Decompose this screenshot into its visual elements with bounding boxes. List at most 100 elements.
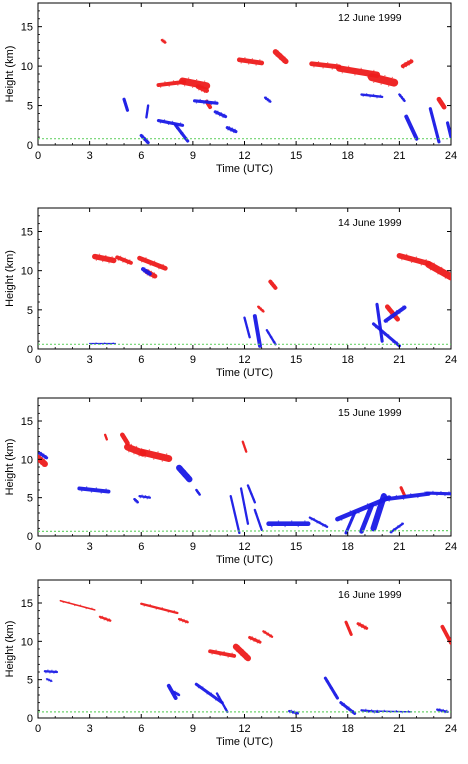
x-tick-label: 15 bbox=[290, 354, 302, 366]
red-speckle bbox=[138, 455, 140, 457]
blue-speckle bbox=[236, 524, 238, 526]
x-tick-label: 3 bbox=[87, 723, 93, 735]
blue-speckle bbox=[95, 342, 97, 344]
red-speckle bbox=[387, 309, 389, 312]
blue-speckle bbox=[375, 505, 377, 507]
blue-echo-6 bbox=[225, 126, 238, 134]
red-speckle bbox=[111, 256, 113, 258]
blue-speckle bbox=[245, 320, 247, 322]
red-speckle bbox=[74, 604, 76, 607]
blue-speckle bbox=[258, 340, 260, 342]
red-speckle bbox=[271, 285, 274, 288]
blue-speckle bbox=[370, 709, 373, 711]
blue-echo-1 bbox=[141, 267, 152, 276]
blue-speckle bbox=[391, 532, 393, 534]
blue-echo-8 bbox=[360, 93, 384, 99]
red-speckle bbox=[223, 651, 225, 653]
red-speckle bbox=[236, 650, 238, 652]
blue-speckle bbox=[196, 491, 198, 493]
red-speckle bbox=[392, 310, 394, 312]
blue-speckle bbox=[123, 101, 125, 103]
red-speckle bbox=[402, 67, 405, 69]
blue-speckle bbox=[310, 519, 312, 521]
blue-speckle bbox=[198, 492, 201, 494]
x-tick-label: 9 bbox=[190, 723, 196, 735]
red-speckle bbox=[148, 449, 151, 451]
blue-speckle bbox=[277, 520, 280, 522]
blue-speckle bbox=[196, 489, 198, 491]
red-speckle bbox=[183, 85, 186, 87]
blue-speckle bbox=[408, 119, 410, 121]
blue-speckle bbox=[136, 502, 138, 504]
red-speckle bbox=[198, 89, 200, 91]
blue-speckle bbox=[402, 100, 404, 102]
red-speckle bbox=[149, 604, 151, 606]
red-speckle bbox=[444, 277, 447, 279]
blue-speckle bbox=[327, 680, 329, 682]
blue-speckle bbox=[144, 495, 147, 497]
red-speckle bbox=[199, 84, 201, 86]
blue-speckle bbox=[448, 491, 450, 493]
y-tick-label: 15 bbox=[21, 22, 33, 34]
red-speckle bbox=[149, 264, 151, 266]
blue-speckle bbox=[437, 710, 439, 712]
blue-speckle bbox=[203, 103, 205, 105]
red-speckle bbox=[360, 67, 362, 69]
blue-echo-6 bbox=[195, 488, 201, 496]
red-speckle bbox=[120, 255, 122, 257]
blue-speckle bbox=[136, 500, 139, 502]
red-speckle bbox=[404, 61, 406, 64]
red-speckle bbox=[365, 625, 367, 627]
blue-speckle bbox=[346, 532, 348, 534]
blue-echo-15 bbox=[359, 503, 375, 534]
red-echo-2 bbox=[98, 615, 112, 622]
blue-speckle bbox=[49, 672, 51, 674]
red-speckle bbox=[347, 628, 349, 630]
red-speckle bbox=[105, 439, 108, 441]
red-echo-6 bbox=[272, 49, 289, 65]
red-speckle bbox=[273, 288, 275, 290]
blue-speckle bbox=[215, 699, 217, 701]
red-speckle bbox=[267, 632, 270, 634]
red-speckle bbox=[255, 637, 257, 639]
blue-echo-4 bbox=[193, 99, 219, 105]
red-speckle bbox=[163, 42, 166, 44]
blue-speckle bbox=[176, 691, 178, 693]
blue-speckle bbox=[381, 335, 383, 337]
red-speckle bbox=[182, 621, 184, 623]
blue-speckle bbox=[341, 519, 343, 521]
blue-speckle bbox=[187, 474, 190, 476]
chart-panel-1: 0 3 6 9 12 15 18 21 24 0 5 10 15 Time (UTC) Height (km… bbox=[4, 2, 457, 175]
blue-speckle bbox=[296, 711, 298, 713]
x-tick-label: 21 bbox=[393, 723, 405, 735]
red-speckle bbox=[126, 263, 129, 265]
blue-speckle bbox=[316, 522, 318, 524]
blue-speckle bbox=[265, 96, 268, 98]
blue-speckle bbox=[365, 522, 367, 524]
blue-speckle bbox=[290, 709, 292, 711]
blue-speckle bbox=[174, 694, 176, 696]
red-speckle bbox=[389, 306, 391, 308]
blue-speckle bbox=[232, 503, 234, 505]
blue-echo-10 bbox=[374, 710, 413, 713]
blue-speckle bbox=[125, 103, 127, 105]
blue-speckle bbox=[210, 692, 212, 694]
red-speckle bbox=[442, 107, 444, 109]
blue-speckle bbox=[247, 487, 250, 489]
blue-speckle bbox=[142, 134, 144, 137]
red-speckle bbox=[322, 67, 324, 69]
red-echo-8 bbox=[262, 630, 274, 638]
blue-speckle bbox=[389, 314, 391, 316]
red-speckle bbox=[429, 269, 432, 271]
red-speckle bbox=[167, 611, 169, 613]
blue-speckle bbox=[375, 327, 377, 329]
blue-speckle bbox=[395, 529, 397, 531]
blue-speckle bbox=[210, 103, 212, 106]
red-speckle bbox=[38, 461, 40, 463]
red-echo-7 bbox=[384, 304, 401, 322]
x-tick-label: 12 bbox=[238, 541, 250, 553]
red-echo-11 bbox=[440, 624, 451, 645]
panel-date-title: 15 June 1999 bbox=[338, 407, 402, 419]
blue-speckle bbox=[268, 101, 270, 103]
red-speckle bbox=[348, 65, 350, 67]
